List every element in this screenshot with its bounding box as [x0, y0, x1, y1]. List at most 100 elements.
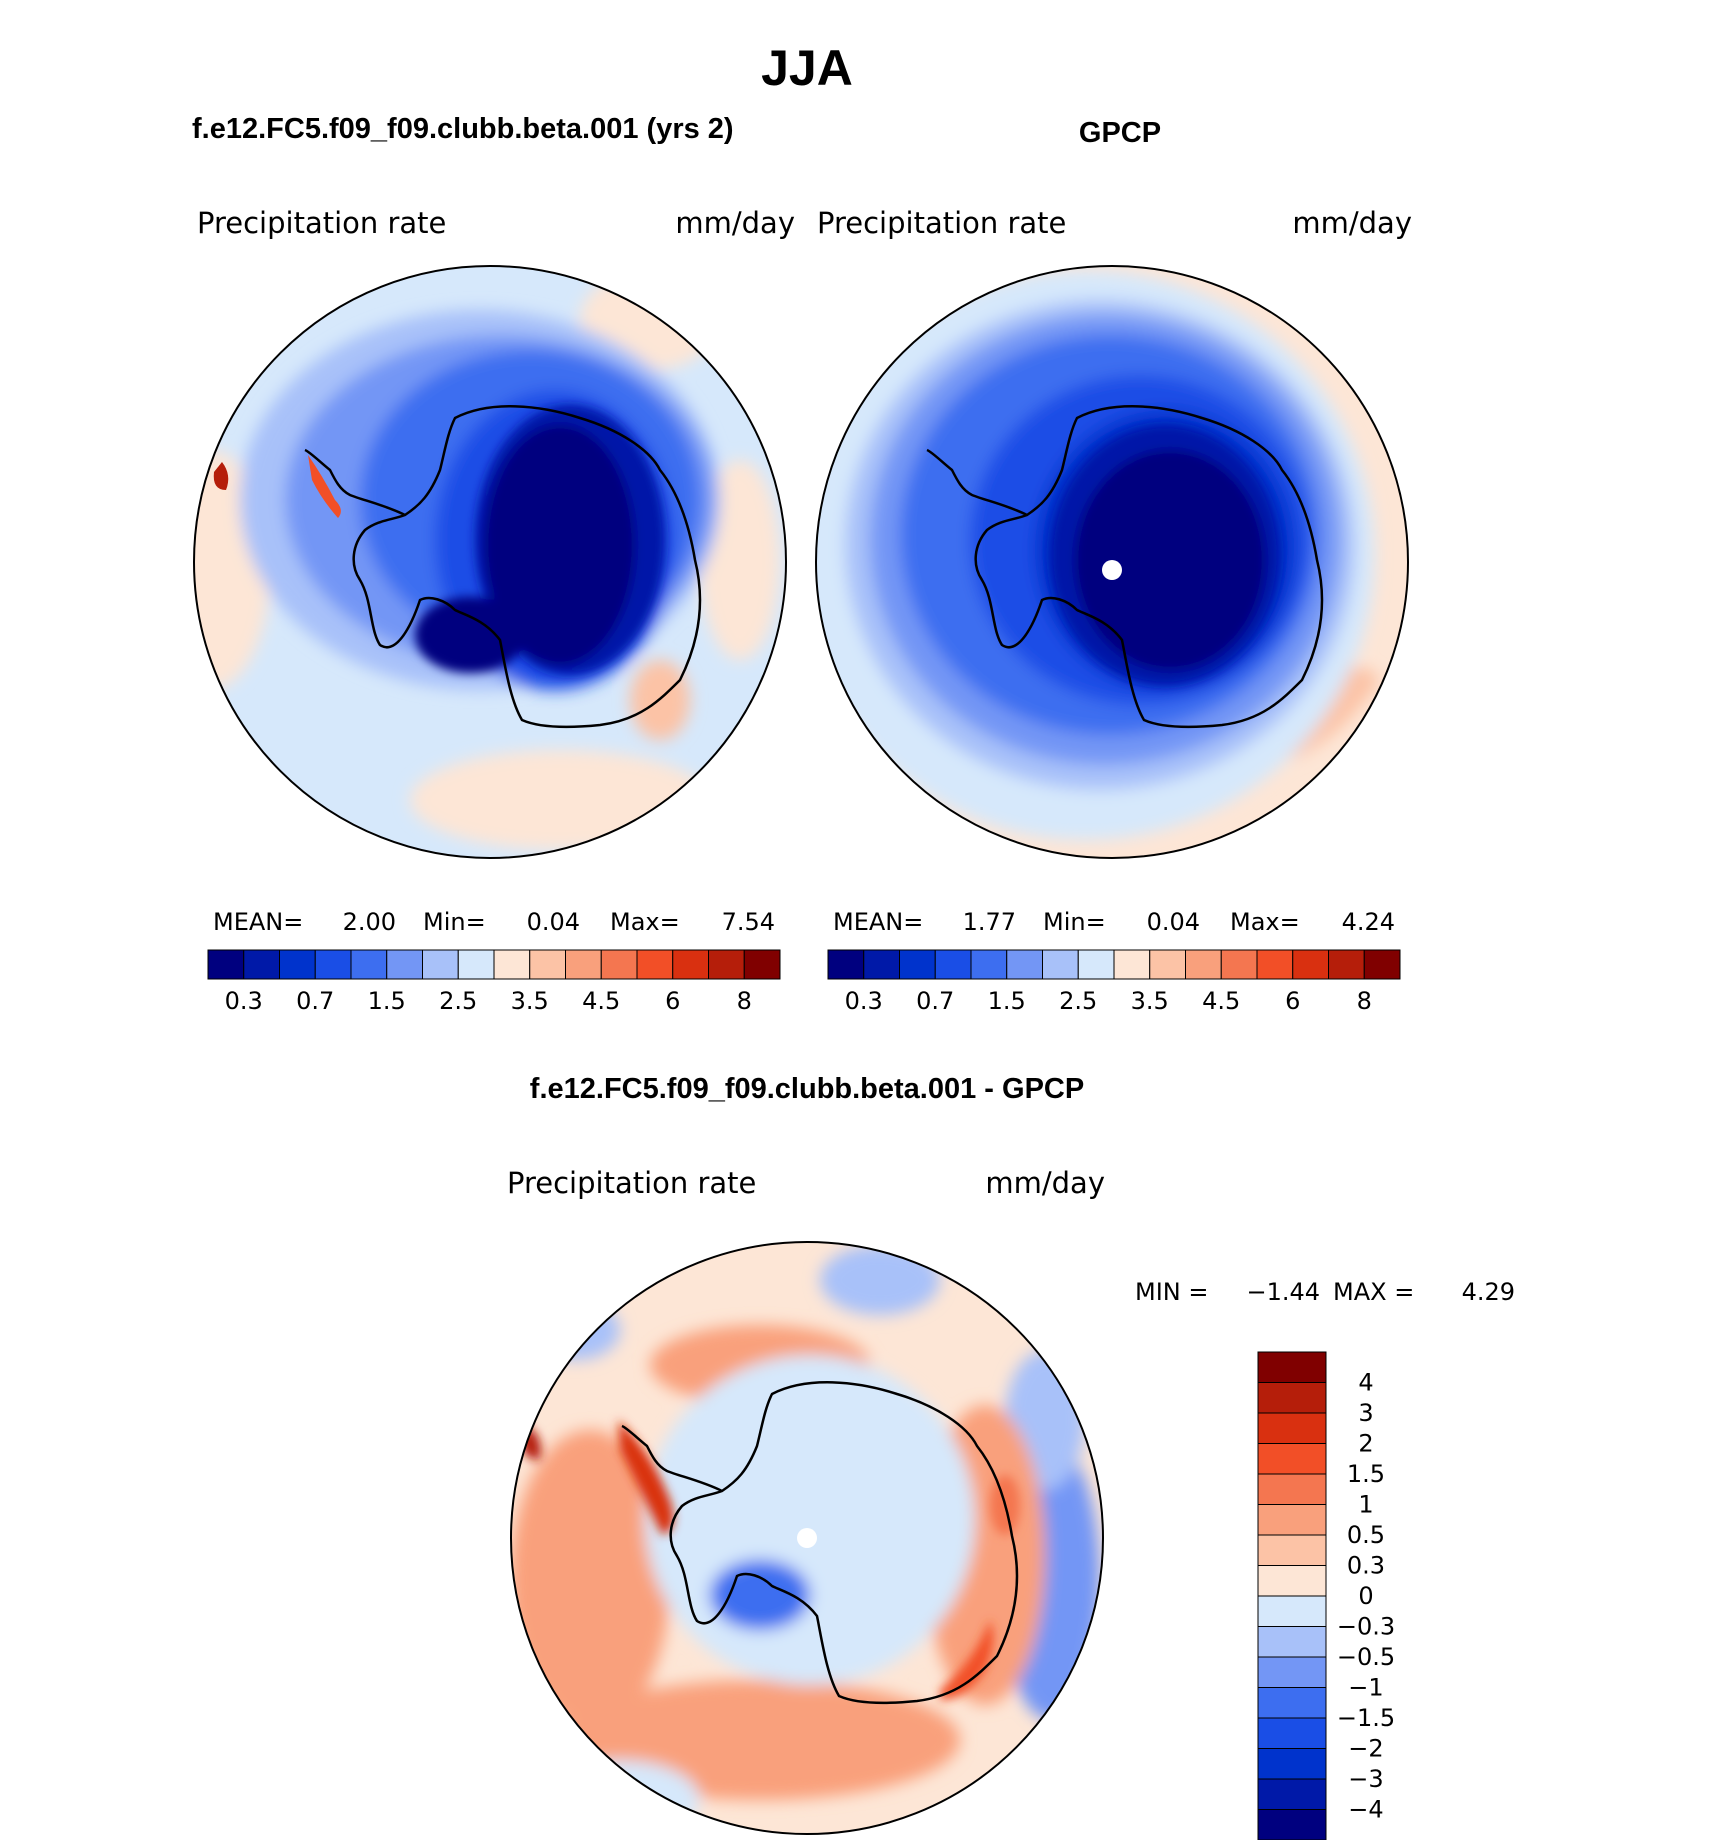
colorbar-swatch: [743, 949, 781, 980]
colorbar-tick-label: 1.5: [368, 987, 406, 1015]
colorbar-swatch: [1257, 1473, 1327, 1505]
colorbar-tick-label: 4: [1358, 1369, 1373, 1397]
colorbar-swatch: [1256, 949, 1294, 980]
colorbar-swatch: [934, 949, 972, 980]
diff-polar-map: [510, 1241, 1104, 1835]
colorbar-swatch: [1257, 1443, 1327, 1475]
diff-max-label: MAX =: [1333, 1278, 1414, 1306]
colorbar-swatch: [422, 949, 459, 980]
colorbar-tick-label: 0.3: [1347, 1552, 1385, 1580]
colorbar-swatch: [529, 949, 566, 980]
colorbar-swatch: [1257, 1382, 1327, 1414]
obs-colorbar: 0.3 0.7 1.5 2.5 3.5 4.5 6 8: [827, 949, 1401, 1015]
colorbar-swatch: [1257, 1809, 1327, 1840]
main-title: JJA: [761, 40, 853, 96]
model-units-label: mm/day: [675, 206, 795, 240]
colorbar-swatch: [1220, 949, 1258, 980]
model-max-value: 7.54: [722, 908, 775, 936]
obs-max-value: 4.24: [1342, 908, 1395, 936]
colorbar-swatch: [1292, 949, 1329, 980]
obs-min-label: Min=: [1043, 908, 1106, 936]
colorbar-tick-label: 1.5: [1347, 1460, 1385, 1488]
colorbar-tick-label: 1: [1358, 1491, 1373, 1519]
model-variable-label: Precipitation rate: [197, 206, 446, 240]
colorbar-tick-label: 2: [1358, 1430, 1373, 1458]
colorbar-tick-label: −4: [1348, 1796, 1383, 1824]
model-min-label: Min=: [423, 908, 486, 936]
colorbar-tick-label: 1.5: [988, 987, 1026, 1015]
colorbar-tick-label: 0.7: [296, 987, 334, 1015]
colorbar-swatch: [457, 949, 495, 980]
obs-mean-value: 1.77: [963, 908, 1016, 936]
obs-units-label: mm/day: [1292, 206, 1412, 240]
colorbar-tick-label: −1: [1348, 1674, 1383, 1702]
model-colorbar: 0.3 0.7 1.5 2.5 3.5 4.5 6 8: [207, 949, 781, 1015]
colorbar-tick-label: 8: [1357, 987, 1372, 1015]
diff-case-title: f.e12.FC5.f09_f09.clubb.beta.001 - GPCP: [530, 1073, 1084, 1105]
colorbar-swatch: [1257, 1595, 1327, 1627]
colorbar-tick-label: 0: [1358, 1582, 1373, 1610]
colorbar-swatch: [1257, 1748, 1327, 1780]
colorbar-swatch: [1149, 949, 1186, 980]
colorbar-tick-label: −2: [1348, 1735, 1383, 1763]
model-min-value: 0.04: [527, 908, 580, 936]
colorbar-tick-label: −3: [1348, 1765, 1383, 1793]
colorbar-tick-label: 8: [737, 987, 752, 1015]
model-max-label: Max=: [610, 908, 680, 936]
colorbar-swatch: [1257, 1717, 1327, 1749]
colorbar-swatch: [1257, 1656, 1327, 1688]
diff-max-value: 4.29: [1462, 1278, 1515, 1306]
colorbar-swatch: [350, 949, 388, 980]
obs-min-value: 0.04: [1147, 908, 1200, 936]
diff-variable-label: Precipitation rate: [507, 1166, 756, 1200]
colorbar-tick-label: 0.5: [1347, 1521, 1385, 1549]
colorbar-swatch: [1257, 1351, 1327, 1383]
colorbar-swatch: [1185, 949, 1222, 980]
colorbar-swatch: [1363, 949, 1401, 980]
colorbar-swatch: [1257, 1687, 1327, 1719]
colorbar-swatch: [565, 949, 602, 980]
colorbar-swatch: [386, 949, 423, 980]
colorbar-tick-label: 2.5: [439, 987, 477, 1015]
colorbar-swatch: [1257, 1626, 1327, 1658]
obs-variable-label: Precipitation rate: [817, 206, 1066, 240]
colorbar-swatch: [600, 949, 638, 980]
colorbar-swatch: [314, 949, 352, 980]
obs-max-label: Max=: [1230, 908, 1300, 936]
colorbar-swatch: [970, 949, 1008, 980]
colorbar-swatch: [243, 949, 280, 980]
colorbar-tick-label: 6: [665, 987, 680, 1015]
colorbar-tick-label: 0.3: [845, 987, 883, 1015]
colorbar-tick-label: 0.7: [916, 987, 954, 1015]
colorbar-swatch: [863, 949, 900, 980]
diff-min-value: −1.44: [1246, 1278, 1320, 1306]
colorbar-tick-label: 6: [1285, 987, 1300, 1015]
colorbar-tick-label: 0.3: [225, 987, 263, 1015]
obs-case-title: GPCP: [1079, 117, 1161, 149]
colorbar-tick-label: 4.5: [1202, 987, 1240, 1015]
model-mean-label: MEAN=: [213, 908, 303, 936]
obs-mean-label: MEAN=: [833, 908, 923, 936]
diff-colorbar: −4 −3−2 −1.5−1 −0.5−0.3 00.3 0.51 1.52 34: [1257, 1351, 1395, 1840]
model-case-title: f.e12.FC5.f09_f09.clubb.beta.001 (yrs 2): [192, 113, 734, 145]
colorbar-swatch: [1257, 1534, 1327, 1566]
colorbar-swatch: [827, 949, 865, 980]
colorbar-tick-label: 4.5: [582, 987, 620, 1015]
diff-units-label: mm/day: [985, 1166, 1105, 1200]
colorbar-swatch: [207, 949, 245, 980]
colorbar-swatch: [1257, 1565, 1327, 1597]
colorbar-swatch: [1077, 949, 1115, 980]
colorbar-tick-label: 3.5: [1131, 987, 1169, 1015]
colorbar-tick-label: 2.5: [1059, 987, 1097, 1015]
colorbar-swatch: [279, 949, 316, 980]
colorbar-swatch: [493, 949, 531, 980]
colorbar-swatch: [1006, 949, 1043, 980]
model-mean-value: 2.00: [343, 908, 396, 936]
colorbar-swatch: [899, 949, 936, 980]
colorbar-swatch: [636, 949, 674, 980]
colorbar-swatch: [1113, 949, 1151, 980]
colorbar-swatch: [1257, 1504, 1327, 1536]
colorbar-swatch: [1042, 949, 1079, 980]
colorbar-tick-label: −0.5: [1337, 1643, 1395, 1671]
